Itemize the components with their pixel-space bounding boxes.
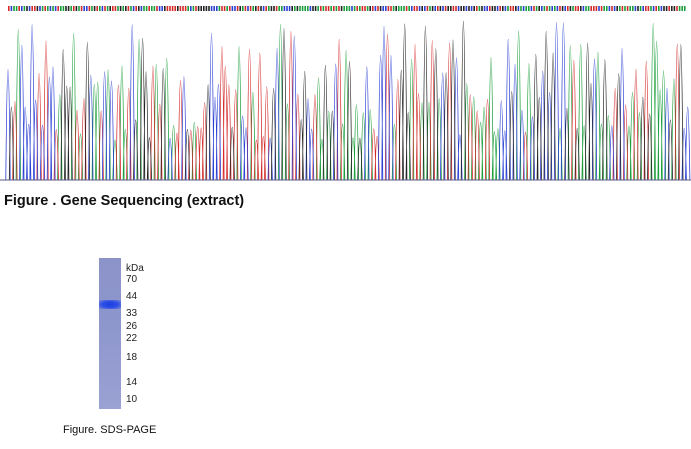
marker-14: 14 [126, 377, 138, 388]
marker-18: 18 [126, 352, 138, 363]
marker-33: 33 [126, 308, 138, 319]
sequencing-figure-title: Figure . Gene Sequencing (extract) [4, 193, 245, 209]
marker-26: 26 [126, 321, 138, 332]
sequencing-chromatogram [0, 6, 691, 181]
marker-22: 22 [126, 333, 138, 344]
trace-g [0, 21, 691, 181]
marker-70: 70 [126, 274, 138, 285]
marker-10: 10 [126, 394, 138, 405]
sds-page-protein-band [99, 300, 121, 309]
marker-unit-label: kDa [126, 263, 144, 274]
sds-page-gel-lane [99, 258, 121, 409]
marker-44: 44 [126, 291, 138, 302]
sds-page-caption: Figure. SDS-PAGE [63, 424, 157, 436]
sequence-letter-strip [8, 6, 686, 11]
